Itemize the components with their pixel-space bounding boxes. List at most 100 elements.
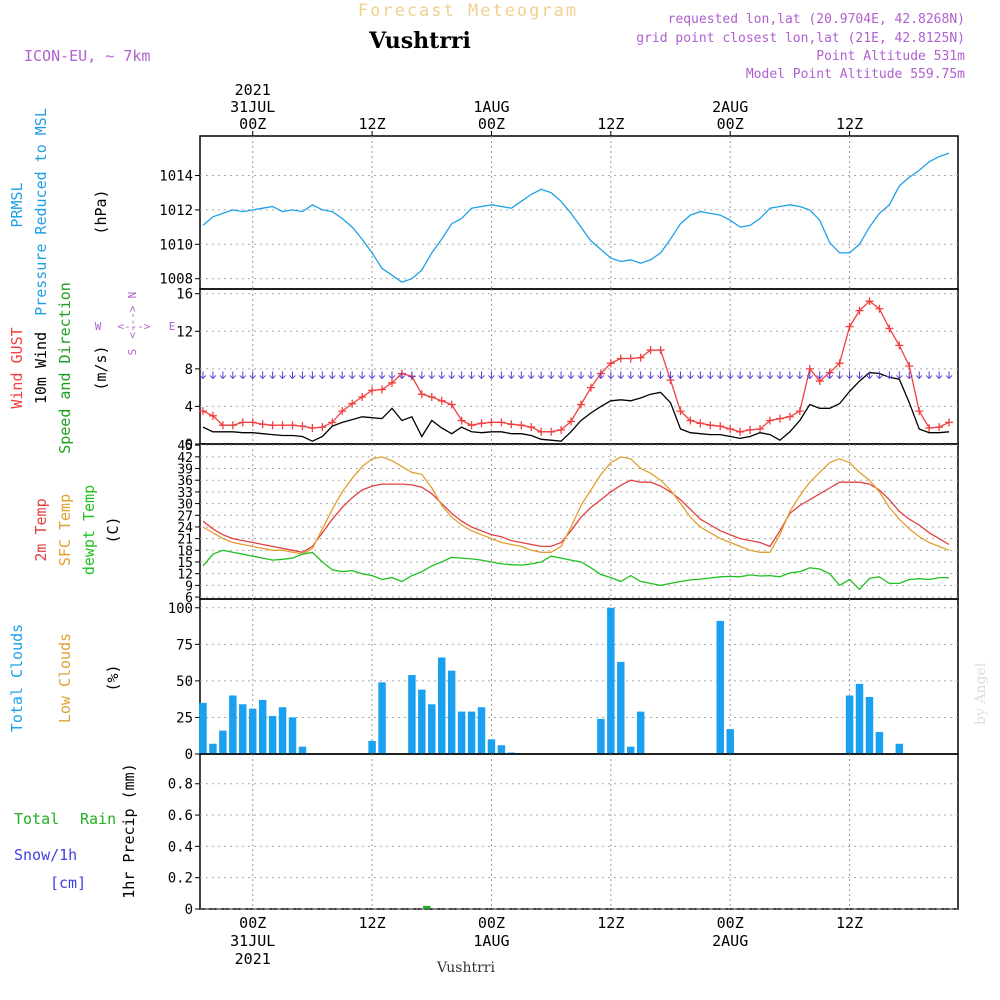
wind-direction-arrow: [697, 371, 704, 380]
bar: [418, 689, 426, 754]
wind-direction-arrow: [786, 371, 794, 380]
wind-direction-arrow: [338, 371, 346, 380]
wind-direction-arrow: [547, 371, 555, 380]
wind-direction-arrow: [776, 371, 784, 380]
gust-marker: [557, 425, 566, 434]
bar: [199, 702, 207, 754]
gust-marker: [258, 420, 267, 429]
wind-direction-arrow: [667, 371, 674, 380]
bar: [428, 704, 436, 754]
wind-direction-arrow: [716, 371, 724, 380]
time-label-bottom: 12Z: [836, 914, 863, 932]
gust-marker: [746, 425, 755, 434]
wind-direction-arrow: [358, 371, 366, 380]
compass-we: <--->: [117, 320, 150, 333]
wind-direction-arrow: [418, 371, 426, 380]
wind-direction-arrow: [269, 371, 276, 380]
panel-clouds: 0 25 50 75 100: [168, 598, 959, 763]
wind-direction-arrow: [468, 371, 475, 380]
y-tick-label: 50: [176, 674, 193, 690]
axis-label: dewpt Temp: [80, 485, 98, 575]
gust-marker: [716, 422, 725, 431]
gust-marker: [686, 416, 695, 425]
footer-location: Vushtrri: [436, 960, 495, 976]
gust-marker: [278, 421, 287, 430]
y-tick-label: 24: [177, 521, 193, 536]
requested-coords: requested lon,lat (20.9704E, 42.8268N): [668, 12, 965, 27]
gust-marker: [457, 416, 466, 425]
gust-marker: [626, 354, 635, 363]
time-label-top: 12Z: [359, 115, 386, 133]
gust-marker: [338, 407, 347, 416]
gust-marker: [218, 421, 227, 430]
gust-marker: [477, 419, 486, 428]
series-line: [202, 479, 950, 553]
gust-marker: [706, 421, 715, 430]
axis-label: PRMSL: [8, 182, 26, 227]
gust-marker: [756, 424, 765, 433]
gust-marker: [358, 393, 367, 402]
gust-marker: [835, 359, 844, 368]
gust-marker: [268, 421, 277, 430]
bar: [487, 739, 496, 754]
time-label-bottom: 12Z: [359, 914, 386, 932]
axis-label: SFC Temp: [56, 494, 74, 566]
time-label-top: 00Z: [239, 115, 266, 133]
y-tick-label: 12: [176, 324, 193, 340]
wind-direction-arrow: [627, 371, 635, 380]
time-label-bottom: 31JUL: [230, 932, 275, 950]
gust-marker: [845, 322, 854, 331]
y-tick-label: 16: [176, 287, 193, 303]
wind-direction-arrow: [219, 371, 227, 380]
gust-marker: [467, 421, 476, 430]
gust-marker: [567, 417, 576, 426]
y-tick-label: 33: [177, 486, 193, 501]
bar: [457, 711, 466, 754]
wind-direction-arrow: [587, 371, 595, 380]
wind-direction-arrow: [886, 371, 893, 380]
bar: [477, 707, 486, 754]
y-tick-label: 8: [185, 362, 193, 378]
y-tick-label: 0.8: [168, 777, 193, 793]
gust-marker: [447, 400, 456, 409]
y-tick-label: 1008: [159, 272, 193, 288]
series-line: [202, 300, 950, 433]
bar: [368, 740, 376, 754]
gust-marker: [586, 383, 595, 392]
y-tick-label: 0.2: [168, 871, 193, 887]
series-line: [202, 456, 950, 555]
compass-ns: <--->: [126, 305, 139, 338]
wind-direction-arrow: [647, 371, 654, 380]
panel-frame: [199, 598, 959, 755]
wind-direction-arrow: [309, 371, 316, 380]
wind-direction-arrow: [299, 371, 306, 380]
gust-marker: [517, 421, 526, 430]
gust-marker: [935, 423, 944, 432]
time-label-bottom: 2AUG: [712, 932, 748, 950]
bar: [467, 711, 476, 754]
axis-label: (%): [104, 664, 122, 691]
y-tick-label: 9: [185, 579, 193, 594]
wind-direction-arrow: [398, 371, 406, 380]
gust-marker: [387, 378, 396, 387]
panel-precip: 0 0.2 0.4 0.6 0.8: [168, 753, 959, 918]
wind-direction-arrow: [199, 371, 207, 380]
gust-marker: [646, 346, 655, 355]
bar: [597, 718, 605, 754]
y-tick-label: 75: [176, 637, 193, 653]
bar: [298, 746, 307, 754]
bar: [437, 657, 446, 754]
wind-direction-arrow: [328, 371, 336, 380]
wind-direction-arrow: [637, 371, 645, 380]
axis-label: (m/s): [92, 345, 110, 390]
y-tick-label: 0: [185, 902, 193, 918]
product-title: Forecast Meteogram: [358, 1, 578, 21]
wind-direction-arrow: [239, 371, 247, 380]
panel-frame: [199, 135, 959, 290]
wind-direction-arrow: [826, 371, 834, 380]
legend-snow: Snow/1h: [14, 846, 77, 864]
bar: [378, 682, 386, 754]
gust-marker: [775, 414, 784, 423]
